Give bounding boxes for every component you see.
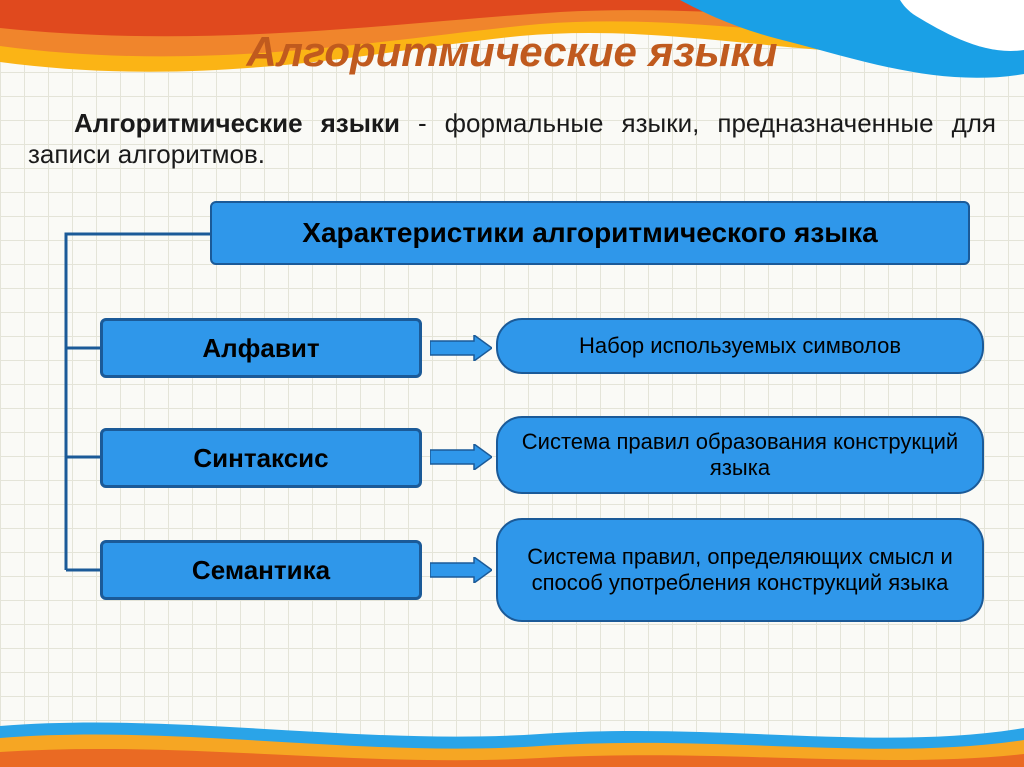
arrow-3: [430, 557, 492, 583]
term-box-syntax: Синтаксис: [100, 428, 422, 488]
tree-connector: [0, 0, 1024, 767]
desc-box-alphabet: Набор используемых символов: [496, 318, 984, 374]
desc-box-semantics: Система правил, определяющих смысл и спо…: [496, 518, 984, 622]
term-box-alphabet: Алфавит: [100, 318, 422, 378]
arrow-2: [430, 444, 492, 470]
characteristics-header-box: Характеристики алгоритмического языка: [210, 201, 970, 265]
arrow-1: [430, 335, 492, 361]
term-box-semantics: Семантика: [100, 540, 422, 600]
desc-box-syntax: Система правил образования конструкций я…: [496, 416, 984, 494]
